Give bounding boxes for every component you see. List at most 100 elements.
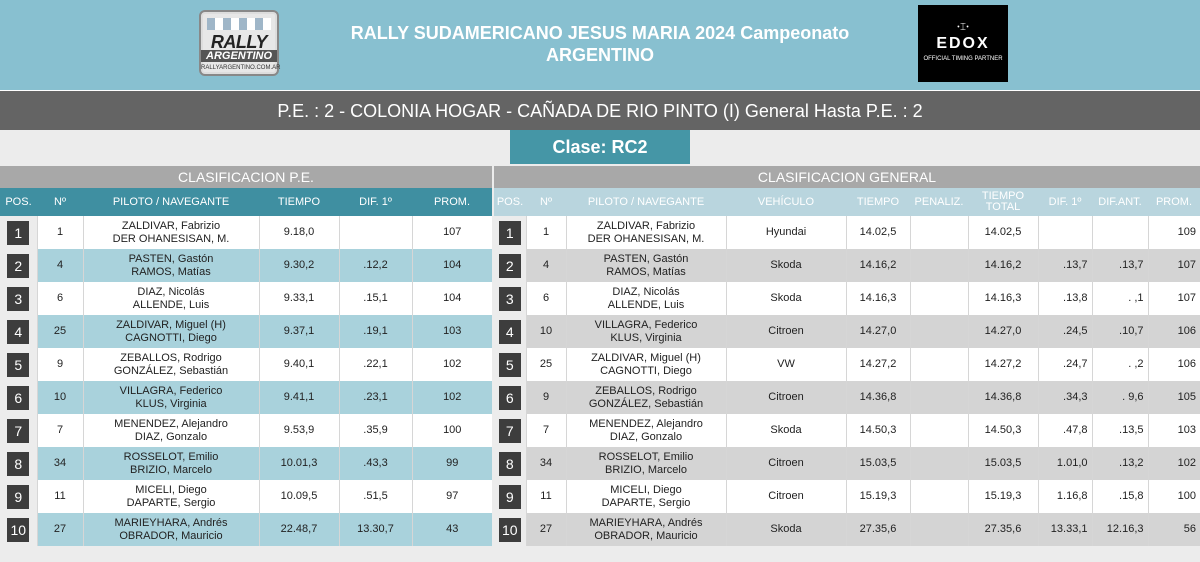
pe-crew-cell: MARIEYHARA, Andrés OBRADOR, Mauricio [83,513,260,546]
pe-pos-cell: 7 [0,414,38,447]
clase-badge: Clase: RC2 [510,130,690,164]
gen-dif1-cell: .24,5 [1038,315,1093,348]
gen-prom-cell: 107 [1148,282,1200,315]
navegante-name: OBRADOR, Mauricio [119,529,223,542]
position-badge: 1 [7,220,30,245]
page-title-line1: RALLY SUDAMERICANO JESUS MARIA 2024 Camp… [350,23,850,43]
gen-col-total: TIEMPO TOTAL [968,188,1038,216]
pe-pos-cell: 10 [0,513,38,546]
piloto-name: MARIEYHARA, Andrés [589,516,703,529]
pe-section-title: CLASIFICACION P.E. [0,166,492,188]
gen-penaliz-cell [910,315,969,348]
gen-total-cell: 14.27,2 [968,348,1039,381]
gen-total-cell: 14.36,8 [968,381,1039,414]
pe-col-num: Nº [37,188,83,216]
pe-tiempo-cell: 9.40,1 [259,348,340,381]
pe-tiempo-cell: 9.41,1 [259,381,340,414]
pe-prom-cell: 97 [412,480,492,513]
pe-tiempo-cell: 9.33,1 [259,282,340,315]
navegante-name: ALLENDE, Luis [132,298,210,311]
gen-total-cell: 15.19,3 [968,480,1039,513]
pe-col-piloto: PILOTO / NAVEGANTE [83,188,259,216]
piloto-name: PASTEN, Gastón [128,252,214,265]
gen-tiempo-cell: 14.27,2 [846,348,911,381]
general-table-row: 10 27 MARIEYHARA, Andrés OBRADOR, Mauricio S… [494,513,1200,546]
header-banner: RALLY ARGENTINO RALLYARGENTINO.COM.AR RA… [0,0,1200,90]
gen-total-cell: 14.16,2 [968,249,1039,282]
gen-col-piloto: PILOTO / NAVEGANTE [566,188,726,216]
position-badge: 5 [498,352,521,377]
pe-dif1-cell: .51,5 [339,480,413,513]
pe-table-row: 9 11 MICELI, Diego DAPARTE, Sergio 10.09,5.5… [0,480,492,513]
gen-pos-cell: 6 [494,381,527,414]
pe-crew-cell: ZALDIVAR, Miguel (H) CAGNOTTI, Diego [83,315,260,348]
pe-num-cell: 25 [37,315,84,348]
general-table-row: 8 34 ROSSELOT, Emilio BRIZIO, Marcelo Citroe… [494,447,1200,480]
pe-dif1-cell: 13.30,7 [339,513,413,546]
navegante-name: CAGNOTTI, Diego [600,364,692,377]
pe-pos-cell: 3 [0,282,38,315]
gen-penaliz-cell [910,249,969,282]
pe-tiempo-cell: 9.18,0 [259,216,340,249]
gen-col-pos: POS. [494,188,526,216]
pe-dif1-cell: .23,1 [339,381,413,414]
stage-bar: P.E. : 2 - COLONIA HOGAR - CAÑADA DE RIO… [0,90,1200,130]
pe-col-dif1: DIF. 1º [339,188,412,216]
gen-penaliz-cell [910,348,969,381]
gen-tiempo-cell: 15.03,5 [846,447,911,480]
general-table-row: 5 25 ZALDIVAR, Miguel (H) CAGNOTTI, Diego VW… [494,348,1200,381]
pe-col-pos: POS. [0,188,37,216]
gen-tiempo-cell: 14.16,2 [846,249,911,282]
piloto-name: MENENDEZ, Alejandro [589,417,703,430]
gen-total-cell: 15.03,5 [968,447,1039,480]
gen-crew-cell: MICELI, Diego DAPARTE, Sergio [566,480,727,513]
gen-penaliz-cell [910,480,969,513]
gen-prom-cell: 107 [1148,249,1200,282]
pe-tiempo-cell: 10.01,3 [259,447,340,480]
pe-table-row: 10 27 MARIEYHARA, Andrés OBRADOR, Mauricio 2… [0,513,492,546]
gen-penaliz-cell [910,282,969,315]
pe-pos-cell: 2 [0,249,38,282]
gen-dif1-cell: .13,8 [1038,282,1093,315]
gen-tiempo-cell: 14.16,3 [846,282,911,315]
gen-pos-cell: 9 [494,480,527,513]
position-badge: 10 [498,517,521,542]
position-badge: 9 [498,484,521,509]
edox-tagline-text: OFFICIAL TIMING PARTNER [923,56,1003,62]
position-badge: 2 [7,253,30,278]
gen-prom-cell: 100 [1148,480,1200,513]
pe-crew-cell: PASTEN, Gastón RAMOS, Matías [83,249,260,282]
gen-crew-cell: VILLAGRA, Federico KLUS, Virginia [566,315,727,348]
pe-dif1-cell: .22,1 [339,348,413,381]
pe-table-row: 1 1 ZALDIVAR, Fabrizio DER OHANESISAN, M. 9.… [0,216,492,249]
gen-num-cell: 7 [526,414,567,447]
pe-tiempo-cell: 10.09,5 [259,480,340,513]
navegante-name: RAMOS, Matías [606,265,686,278]
gen-pos-cell: 4 [494,315,527,348]
gen-num-cell: 25 [526,348,567,381]
gen-total-cell: 14.27,0 [968,315,1039,348]
gen-tiempo-cell: 27.35,6 [846,513,911,546]
navegante-name: DAPARTE, Sergio [601,496,691,509]
general-results-table: POS. Nº PILOTO / NAVEGANTE VEHÍCULO TIEM… [494,188,1200,546]
pe-pos-cell: 6 [0,381,38,414]
gen-difant-cell: .13,7 [1092,249,1149,282]
position-badge: 8 [498,451,521,476]
pe-prom-cell: 43 [412,513,492,546]
pe-prom-cell: 99 [412,447,492,480]
gen-difant-cell: .13,5 [1092,414,1149,447]
gen-tiempo-cell: 15.19,3 [846,480,911,513]
general-header-row: POS. Nº PILOTO / NAVEGANTE VEHÍCULO TIEM… [494,188,1200,216]
general-table-row: 7 7 MENENDEZ, Alejandro DIAZ, Gonzalo Skoda 1… [494,414,1200,447]
gen-crew-cell: MENENDEZ, Alejandro DIAZ, Gonzalo [566,414,727,447]
position-badge: 1 [498,220,521,245]
piloto-name: ZALDIVAR, Fabrizio [596,219,696,232]
gen-penaliz-cell [910,513,969,546]
gen-penaliz-cell [910,216,969,249]
gen-vehiculo-cell: Skoda [726,513,847,546]
pe-num-cell: 9 [37,348,84,381]
gen-difant-cell: .15,8 [1092,480,1149,513]
pe-prom-cell: 107 [412,216,492,249]
pe-col-tiempo: TIEMPO [259,188,339,216]
gen-num-cell: 27 [526,513,567,546]
